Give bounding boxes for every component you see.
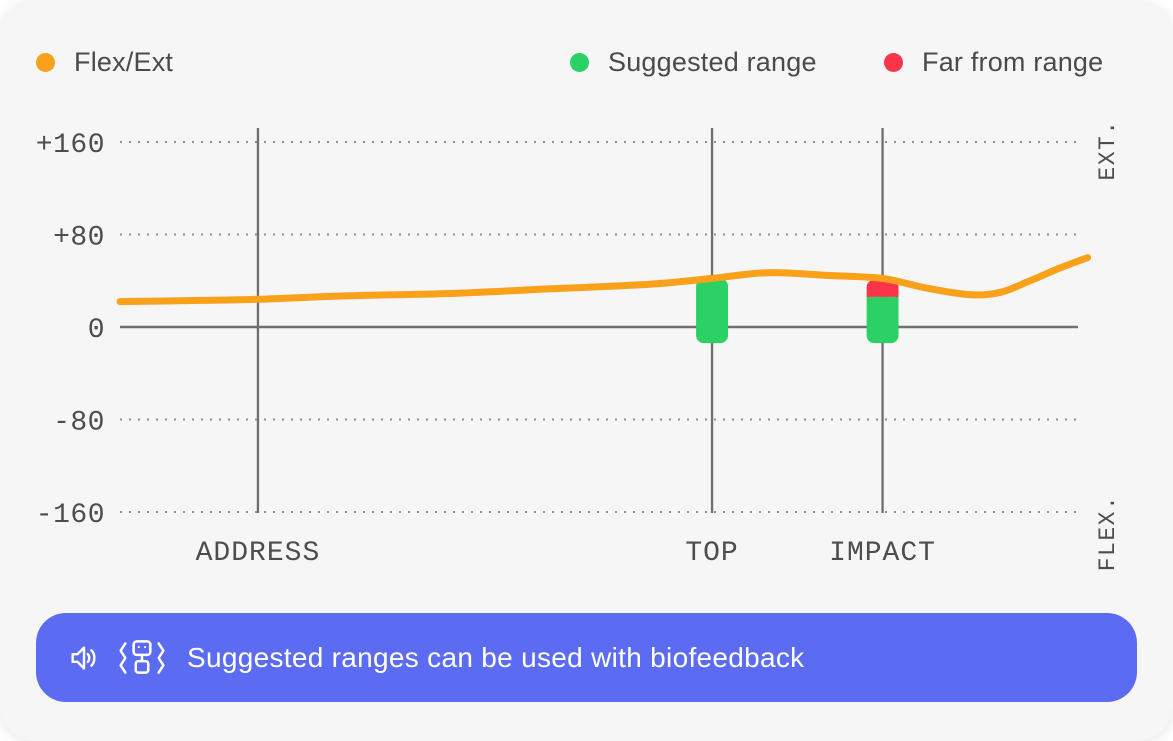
far-from-range-bar [866,279,899,297]
series-line-flex-ext [116,254,1092,306]
y-tick-label: +80 [53,223,105,254]
axis-label-ext: EXT. [1095,119,1121,180]
phase-label-impact: IMPACT [829,538,936,569]
range-bar-impact [866,279,899,344]
suggested-range-bar [696,278,729,344]
legend-dot-far-from-range [884,52,903,72]
y-tick-label: 0 [88,315,105,346]
legend-dot-suggested-range [570,52,589,72]
banner-icons [66,637,167,679]
y-tick-label: -160 [36,500,105,531]
legend-label-suggested-range: Suggested range [608,46,817,77]
y-tick-label: +160 [36,130,105,161]
legend-item-far-from-range: Far from range [884,46,1103,78]
legend-label-flex-ext: Flex/Ext [74,46,174,77]
speaker-icon [71,645,96,670]
suggested-range-bar [866,296,899,344]
y-tick-label: -80 [53,408,105,439]
legend-item-suggested-range: Suggested range [570,46,817,78]
banner-text: Suggested ranges can be used with biofee… [187,641,805,673]
vibration-icon [119,639,165,674]
phase-label-top: TOP [685,538,738,569]
axis-label-flex: FLEX. [1095,495,1121,572]
flex-ext-chart-canvas: +160 +80 0 -80 -160 ADDRESS TOP IMPACT EXT. FLEX. [36,119,1121,572]
range-bar-top [696,278,729,344]
legend-dot-flex-ext [36,52,55,72]
biofeedback-banner[interactable]: Suggested ranges can be used with biofee… [36,613,1137,702]
phase-label-address: ADDRESS [196,538,321,569]
legend-item-flex-ext: Flex/Ext [36,46,173,78]
legend-label-far-from-range: Far from range [922,46,1104,77]
